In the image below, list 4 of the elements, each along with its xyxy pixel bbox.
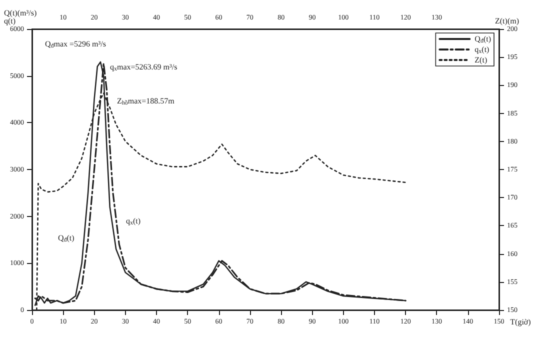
x-axis-title: T(giờ) xyxy=(510,318,532,326)
y-axis-title: Q(t)(m³/s) q(t) xyxy=(4,8,37,26)
legend-label: Z(t) xyxy=(474,56,488,64)
y2-axis-title: Z(t)(m) xyxy=(495,16,520,26)
